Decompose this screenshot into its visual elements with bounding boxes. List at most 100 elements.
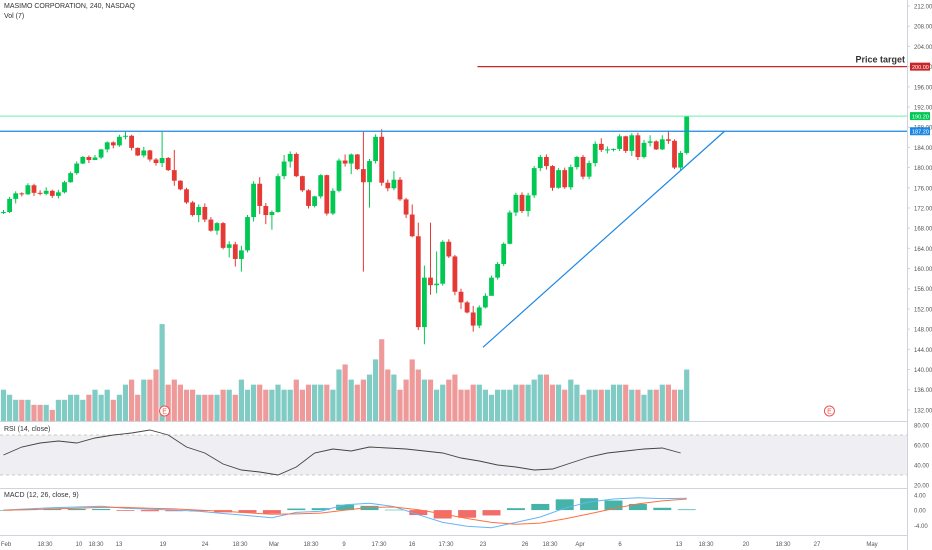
candle-body (403, 199, 409, 215)
volume-bar (665, 384, 671, 421)
volume-bar (31, 404, 37, 421)
time-tick-label: Mar (269, 542, 279, 548)
time-tick-label: 18:30 (542, 542, 558, 548)
candle-body (275, 176, 281, 213)
volume-bar (110, 399, 116, 421)
candle-body (483, 295, 488, 308)
candle-body (62, 182, 67, 193)
volume-bar (373, 359, 379, 421)
candle-body (104, 142, 110, 150)
volume-bar (312, 384, 318, 421)
axes: 212.00208.00204.00200.00196.00192.00188.… (1, 5, 932, 548)
macd-histogram-bar (140, 510, 159, 512)
candle-body (379, 136, 385, 183)
symbol-legend[interactable]: MASIMO CORPORATION, 240, NASDAQ (4, 3, 135, 10)
volume-bar (348, 379, 354, 421)
macd-legend[interactable]: MACD (12, 26, close, 9) (4, 492, 79, 499)
candle-body (641, 142, 647, 157)
volume-bar (653, 389, 659, 421)
time-tick-label: May (866, 542, 877, 548)
candle-body (49, 190, 55, 196)
rsi-legend[interactable]: RSI (14, close) (4, 426, 51, 433)
macd-histogram-bar (67, 508, 86, 511)
volume-bar (214, 394, 220, 421)
candle-body (202, 206, 208, 220)
price-tick-label: 208.00 (914, 25, 932, 31)
candle-body (147, 150, 153, 160)
macd-histogram-bar (189, 510, 208, 512)
volume-bar (629, 389, 635, 421)
volume-bar (635, 389, 641, 421)
candle-body (568, 167, 574, 188)
macd-histogram-bar (604, 500, 623, 511)
candle-body (361, 169, 366, 183)
candle-body (544, 156, 549, 167)
volume-bar (147, 379, 153, 421)
volume-bar (617, 384, 623, 421)
volume-bar (202, 394, 208, 421)
time-tick-label: 26 (522, 542, 529, 548)
volume-bar (397, 389, 403, 421)
volume-bar (61, 399, 68, 421)
candle-body (165, 157, 171, 171)
candle-body (623, 136, 629, 151)
earnings-label: E (162, 409, 167, 416)
candle-body (495, 264, 500, 278)
macd-histogram-bar (287, 508, 306, 511)
time-tick-label: 18:30 (232, 542, 248, 548)
volume-bar (318, 384, 324, 421)
volume-bar (74, 394, 80, 421)
candle-body (269, 212, 275, 216)
volume-legend[interactable]: Vol (7) (4, 13, 25, 20)
macd-histogram-bar (311, 508, 330, 511)
candle-body (92, 157, 98, 161)
volume-bar (68, 394, 74, 421)
price-target-label: Price target (855, 55, 905, 65)
time-tick-label: 17:30 (371, 542, 387, 548)
volume-bar (452, 374, 458, 421)
candle-body (214, 223, 220, 231)
volume-bar (220, 389, 226, 421)
volume-bar (519, 384, 525, 421)
volume-bar (507, 389, 513, 421)
candle-body (647, 141, 653, 143)
volume-bar (562, 389, 568, 421)
macd-histogram-bar (360, 505, 379, 511)
volume-bar (86, 394, 92, 421)
candle-body (287, 153, 293, 162)
price-tick-label: 168.00 (914, 227, 932, 233)
volume-bar (281, 389, 287, 421)
candle-body (446, 241, 452, 257)
volume-bar (244, 389, 251, 421)
volume-bar (531, 379, 537, 421)
candle-body (281, 161, 287, 177)
volume-bar (354, 384, 360, 421)
candle-body (531, 168, 537, 196)
price-tick-label: 204.00 (914, 45, 932, 51)
macd-histogram-bar (116, 510, 135, 511)
candle-body (635, 135, 641, 157)
candle-body (367, 161, 372, 183)
candle-body (550, 166, 555, 188)
volume-bar (641, 394, 647, 421)
volume-bar (92, 389, 98, 421)
volume-bar (190, 389, 196, 421)
price-tick-label: 196.00 (914, 85, 932, 91)
price-badge (910, 127, 930, 136)
volume-bar (360, 379, 366, 421)
candle-body (68, 173, 73, 183)
volume-bar (464, 389, 470, 421)
volume-bar (488, 394, 495, 421)
volume-bar (80, 399, 86, 421)
price-tick-label: 144.00 (914, 348, 932, 354)
candle-body (629, 135, 635, 151)
candle-body (153, 159, 159, 164)
candle-body (251, 183, 256, 218)
volume-bar (592, 389, 598, 421)
candle-body (391, 179, 397, 189)
candle-body (476, 307, 482, 326)
volume-bar (476, 384, 482, 421)
volume-bar (232, 394, 238, 421)
candle-body (159, 157, 165, 164)
